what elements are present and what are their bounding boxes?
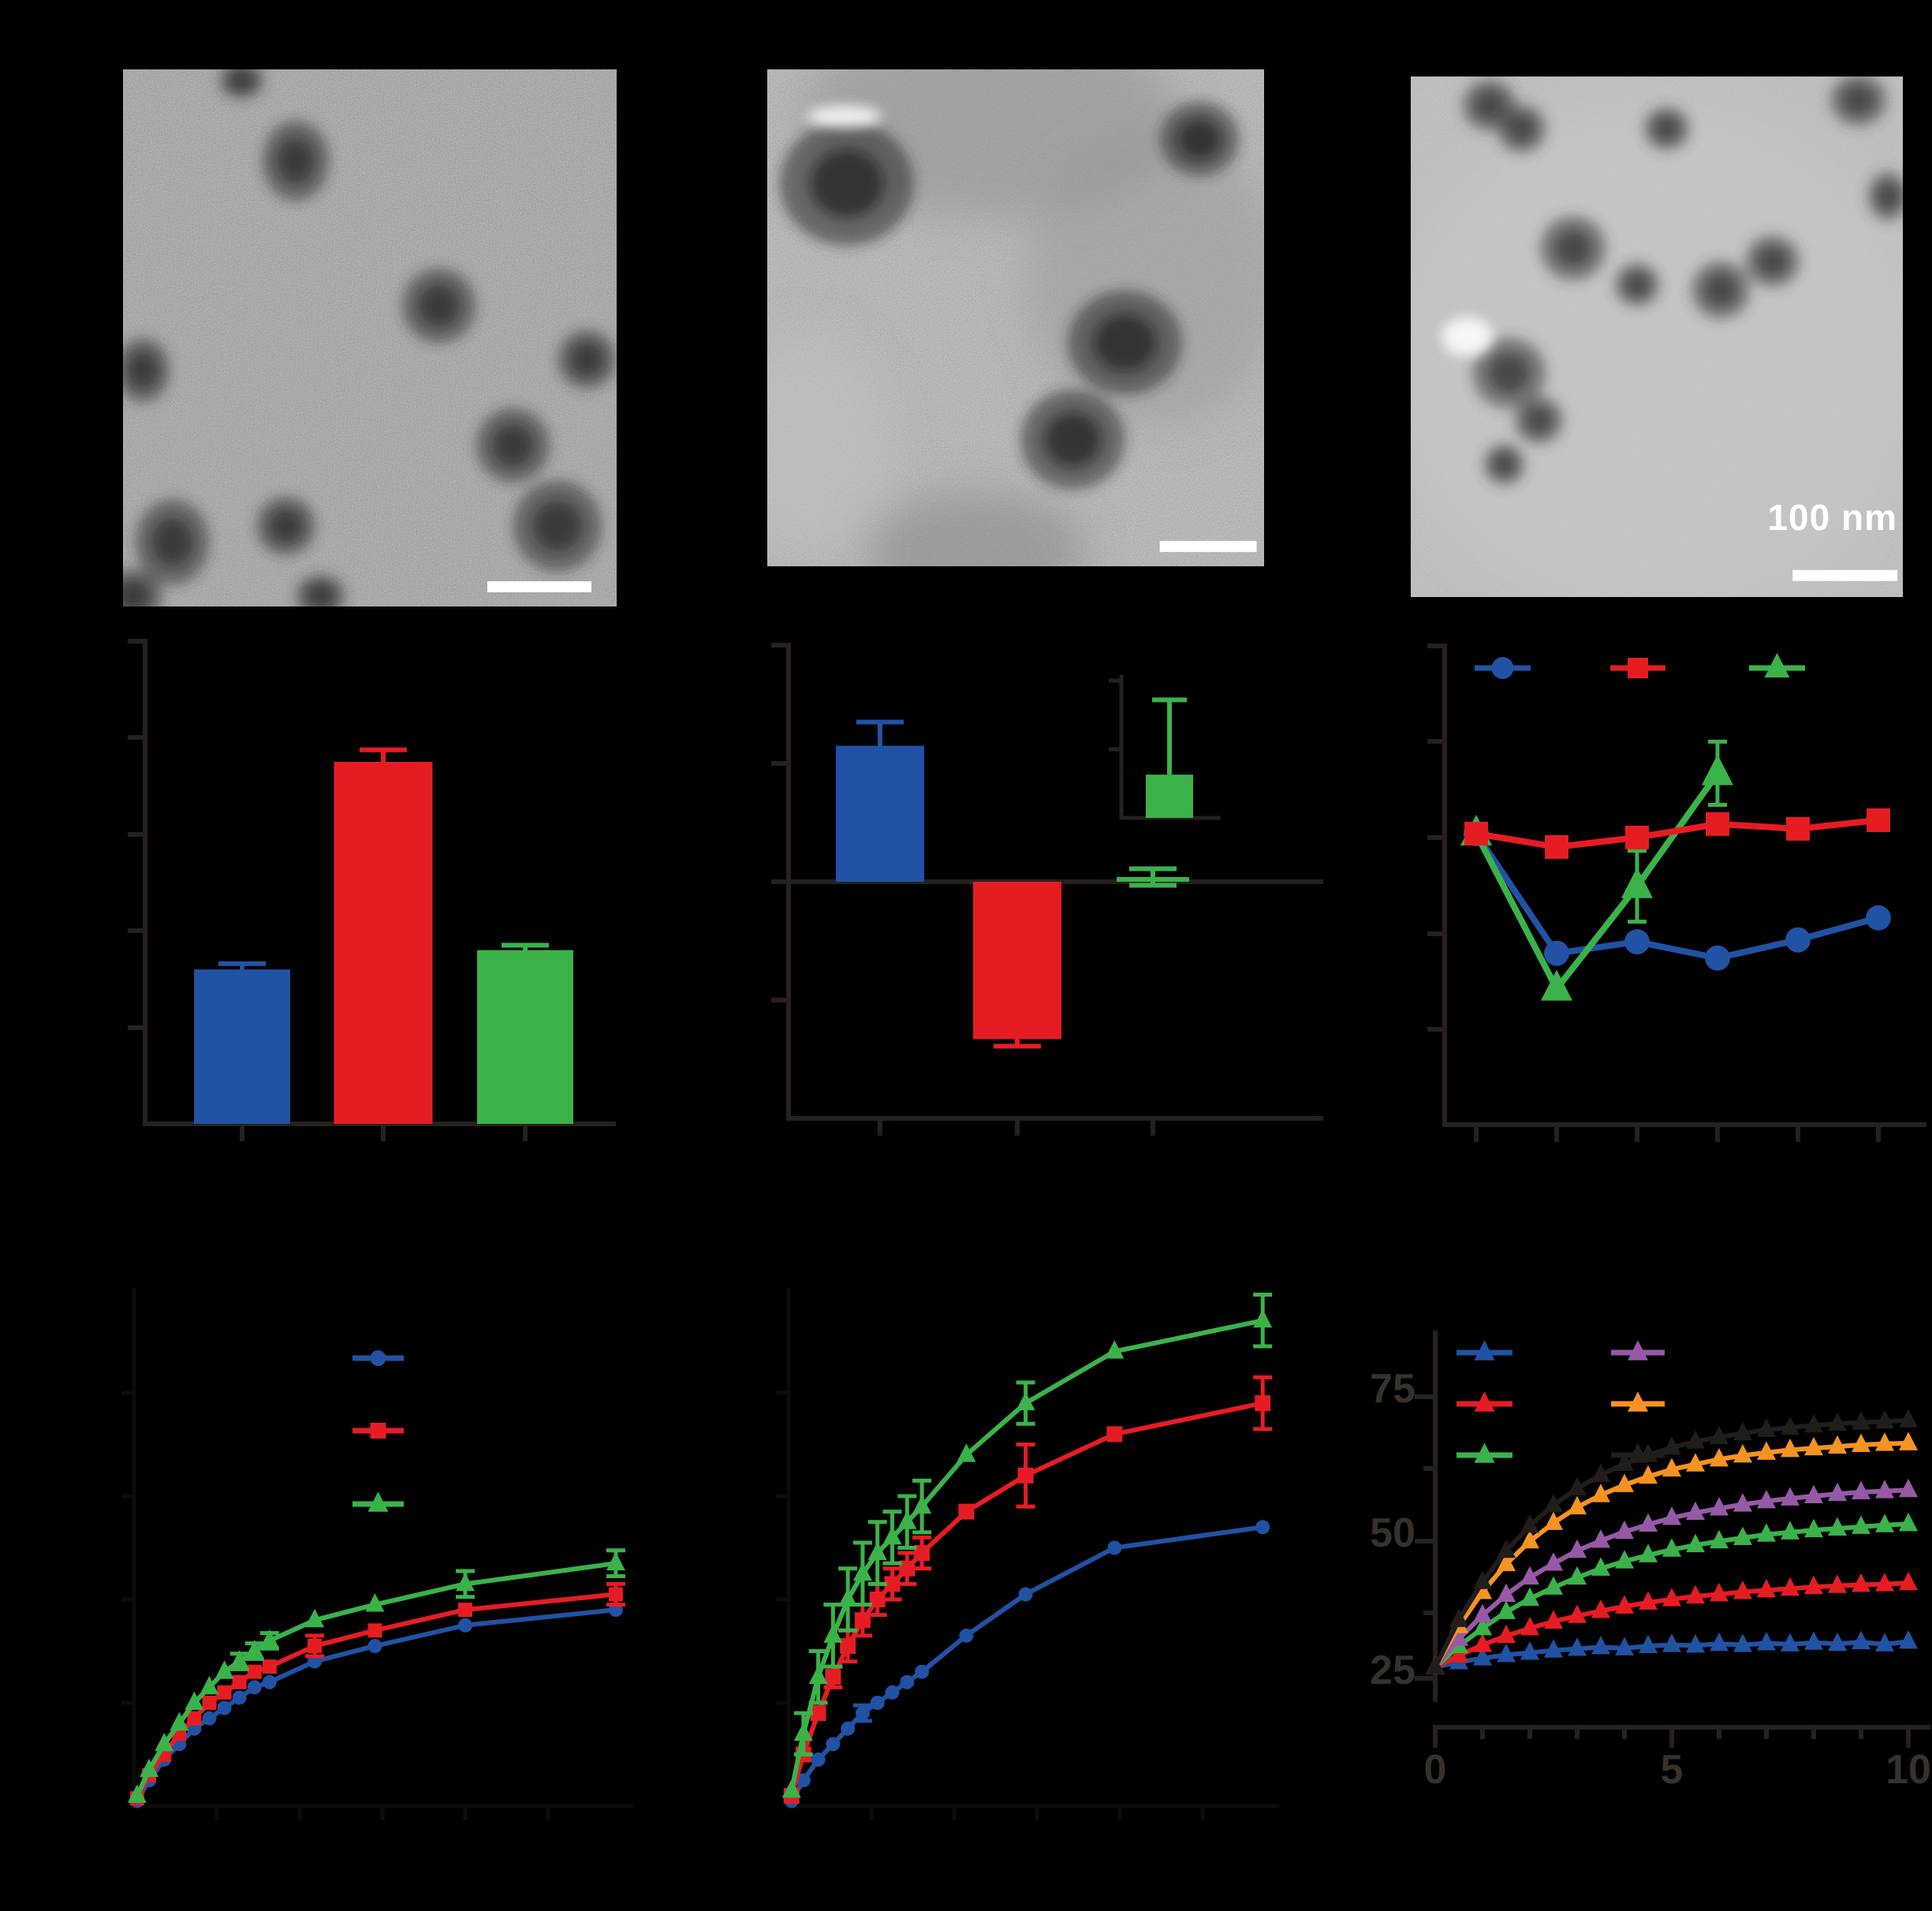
- inset-bar-green: [1146, 774, 1193, 818]
- scale-bar-label: 100 nm: [1767, 497, 1897, 538]
- tem-image-1: [123, 69, 617, 607]
- bar-chart-2: [771, 643, 1323, 1136]
- legend-entry-purple: [1611, 1340, 1665, 1360]
- series-purple-triangles: [1426, 1478, 1918, 1674]
- tem-shading: [767, 69, 1264, 566]
- xtick-label-5: 5: [1660, 1747, 1684, 1793]
- legend-entry-red: [352, 1423, 404, 1439]
- legend-entry-green: [1749, 652, 1805, 677]
- bar-chart-1: [128, 639, 616, 1141]
- legend-entry-red: [1456, 1391, 1512, 1412]
- legend-entry-green: [1456, 1443, 1512, 1463]
- series-green-triangles: [127, 1548, 625, 1803]
- legend-entry-blue: [352, 1350, 404, 1366]
- bar-blue: [194, 961, 290, 1124]
- tem-image-2: [767, 69, 1264, 566]
- xtick-label-0: 0: [1423, 1747, 1447, 1793]
- bar-green: [1117, 866, 1189, 888]
- nanoparticle-blobs: [123, 69, 617, 607]
- nanoparticle-blobs: [779, 101, 1240, 490]
- bar-green: [477, 942, 573, 1124]
- series-green-triangles: [1426, 1512, 1918, 1674]
- isotherm-2: [776, 1287, 1280, 1820]
- scale-bar: [1792, 569, 1898, 581]
- legend-entry-green: [352, 1491, 404, 1512]
- tem-c-svg: [1411, 77, 1903, 597]
- line-chart: [1427, 644, 1926, 1142]
- kinetics: [1415, 1331, 1930, 1748]
- bright-patch: [807, 105, 882, 128]
- bar-red: [973, 882, 1061, 1049]
- tem-a-svg: [123, 69, 617, 607]
- tem-image-3: [1411, 77, 1903, 597]
- legend-entry-blue: [1456, 1340, 1512, 1360]
- series-green-triangles: [781, 1293, 1273, 1798]
- series-blue-circles: [784, 1520, 1270, 1808]
- legend-entry-blue: [1475, 657, 1531, 679]
- bright-patch: [1442, 316, 1494, 357]
- legend-entry-red: [1610, 658, 1665, 678]
- isotherm-1: [121, 1287, 633, 1820]
- scale-bar: [487, 580, 592, 592]
- ytick-label-25: 25: [1370, 1648, 1415, 1693]
- ytick-label-75: 75: [1370, 1366, 1415, 1412]
- bar-red: [334, 747, 433, 1124]
- tem-shading: [1411, 103, 1903, 597]
- series-red-triangles: [1426, 1571, 1918, 1674]
- bar-blue: [836, 719, 924, 882]
- legend-entry-orange: [1611, 1391, 1665, 1412]
- tem-b-svg: [767, 69, 1264, 566]
- legend-entry-dark: [1611, 1443, 1665, 1463]
- inset-zoom: [1109, 674, 1221, 820]
- series-red-squares: [1464, 808, 1890, 859]
- xtick-label-10: 10: [1885, 1747, 1931, 1793]
- scale-bar: [1159, 540, 1257, 552]
- nanoparticle-blobs: [1462, 77, 1903, 486]
- ytick-label-50: 50: [1370, 1510, 1415, 1556]
- series-blue-triangles: [1426, 1629, 1918, 1674]
